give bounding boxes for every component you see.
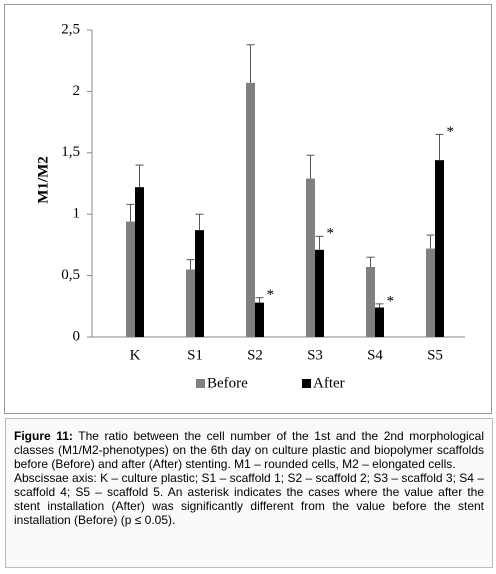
bar <box>195 230 204 337</box>
bar <box>246 82 255 337</box>
legend-swatch <box>196 379 205 388</box>
legend-label: After <box>313 375 345 391</box>
significance-mark: * <box>387 293 395 309</box>
caption: Figure 11: The ratio between the cell nu… <box>5 418 493 568</box>
legend-swatch <box>302 379 311 388</box>
bar <box>135 187 144 337</box>
chart: M1/M2 0 0,5 1 1,5 2 2,5 K S1 S2 * S3 * S4 * S5 * Before A… <box>35 21 465 391</box>
x-tick-label: S5 <box>427 347 443 363</box>
significance-mark: * <box>327 226 335 242</box>
y-tick-label: 1,5 <box>61 144 80 160</box>
bar <box>306 178 315 337</box>
x-tick-label: S2 <box>247 347 263 363</box>
caption-label: Figure 11: <box>14 429 73 443</box>
x-tick-label: K <box>130 347 141 363</box>
bar <box>435 160 444 337</box>
legend-label: Before <box>207 375 248 391</box>
y-tick-label: 0 <box>73 328 81 344</box>
y-tick-label: 1 <box>73 206 81 222</box>
caption-main: Figure 11: The ratio between the cell nu… <box>14 429 484 471</box>
bar <box>375 307 384 337</box>
y-axis-label: M1/M2 <box>35 156 51 203</box>
x-tick-label: S1 <box>187 347 203 363</box>
x-tick-label: S3 <box>307 347 323 363</box>
y-tick-label: 0,5 <box>61 267 80 283</box>
caption-note: Abscissae axis: K – culture plastic; S1 … <box>14 471 484 527</box>
y-tick-label: 2 <box>73 83 81 99</box>
chart-frame <box>4 4 492 414</box>
bar <box>126 221 135 337</box>
significance-mark: * <box>447 124 455 140</box>
bar <box>255 302 264 337</box>
bar <box>426 248 435 337</box>
caption-text: The ratio between the cell number of the… <box>14 429 484 471</box>
y-tick-label: 2,5 <box>61 21 80 37</box>
bar <box>315 249 324 337</box>
x-tick-label: S4 <box>367 347 383 363</box>
bar <box>366 267 375 337</box>
bar <box>186 269 195 337</box>
significance-mark: * <box>267 287 275 303</box>
